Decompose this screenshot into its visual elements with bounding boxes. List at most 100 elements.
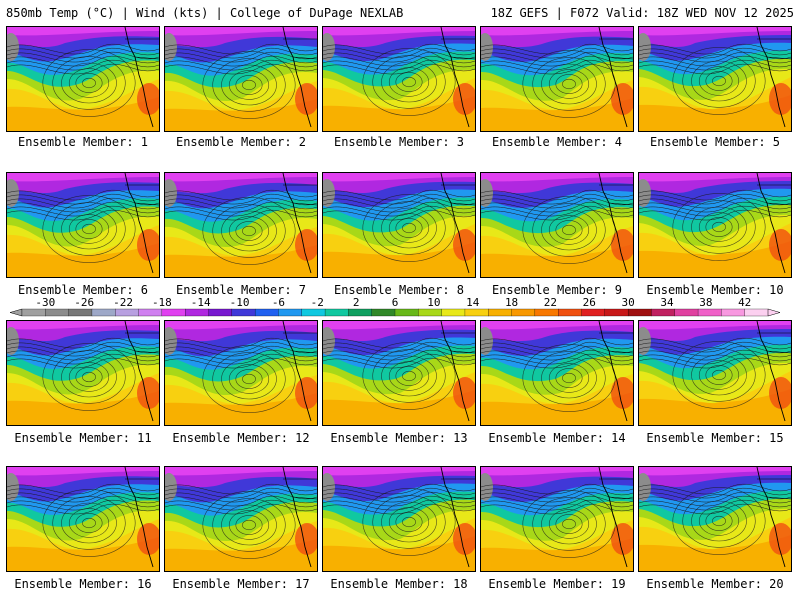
ensemble-panel-8 bbox=[322, 172, 476, 278]
colorbar-swatch bbox=[394, 308, 419, 317]
ensemble-member-label: Ensemble Member: 10 bbox=[646, 283, 784, 297]
ensemble-panel-20 bbox=[638, 466, 792, 572]
colorbar-swatch bbox=[534, 308, 559, 317]
ensemble-member-label: Ensemble Member: 9 bbox=[491, 283, 623, 297]
map-field bbox=[323, 321, 475, 425]
ensemble-panel-2 bbox=[164, 26, 318, 132]
map-field bbox=[481, 321, 633, 425]
colorbar-swatch bbox=[744, 308, 769, 317]
ensemble-member-label: Ensemble Member: 14 bbox=[488, 431, 626, 445]
colorbar-swatch bbox=[45, 308, 69, 317]
ensemble-panel-4 bbox=[480, 26, 634, 132]
ensemble-panel-10 bbox=[638, 172, 792, 278]
colorbar-tick-label: 10 bbox=[427, 296, 440, 309]
ensemble-member-label: Ensemble Member: 19 bbox=[488, 577, 626, 591]
ensemble-panel-17 bbox=[164, 466, 318, 572]
ensemble-member-label: Ensemble Member: 20 bbox=[646, 577, 784, 591]
colorbar-tick-label: -6 bbox=[272, 296, 285, 309]
colorbar-tick-label: -18 bbox=[152, 296, 172, 309]
ensemble-member-label: Ensemble Member: 3 bbox=[333, 135, 465, 149]
ensemble-member-label: Ensemble Member: 13 bbox=[330, 431, 468, 445]
colorbar-swatch bbox=[604, 308, 629, 317]
colorbar-swatch bbox=[418, 308, 442, 317]
colorbar-tick-label: 22 bbox=[544, 296, 557, 309]
map-field bbox=[481, 27, 633, 131]
colorbar-tick-label: -14 bbox=[191, 296, 211, 309]
ensemble-member-label: Ensemble Member: 8 bbox=[333, 283, 465, 297]
map-field bbox=[481, 173, 633, 277]
colorbar-swatch bbox=[91, 308, 116, 317]
temperature-colorbar: -30 -26 -22 -18 -14 -10 -6 -2 2 6 10 14 18 22 26 30 34 38… bbox=[9, 296, 781, 317]
map-field bbox=[323, 27, 475, 131]
colorbar-tick-label: 42 bbox=[738, 296, 751, 309]
ensemble-member-label: Ensemble Member: 2 bbox=[175, 135, 307, 149]
colorbar-swatch bbox=[511, 308, 536, 317]
map-field bbox=[7, 321, 159, 425]
colorbar-swatch bbox=[231, 308, 256, 317]
ensemble-member-label: Ensemble Member: 16 bbox=[14, 577, 152, 591]
map-field bbox=[639, 321, 791, 425]
colorbar-tick-label: -22 bbox=[113, 296, 133, 309]
ensemble-panel-18 bbox=[322, 466, 476, 572]
colorbar-swatch bbox=[208, 308, 233, 317]
colorbar-low-arrow bbox=[9, 308, 23, 317]
ensemble-panel-13 bbox=[322, 320, 476, 426]
map-field bbox=[639, 467, 791, 571]
ensemble-panel-16 bbox=[6, 466, 160, 572]
ensemble-member-label: Ensemble Member: 5 bbox=[649, 135, 781, 149]
ensemble-member-label: Ensemble Member: 7 bbox=[175, 283, 307, 297]
map-field bbox=[165, 467, 317, 571]
colorbar-swatch bbox=[348, 308, 373, 317]
colorbar-swatch bbox=[324, 308, 349, 317]
colorbar-swatch bbox=[138, 308, 163, 317]
colorbar-swatch bbox=[301, 308, 326, 317]
map-field bbox=[7, 467, 159, 571]
ensemble-member-label: Ensemble Member: 1 bbox=[17, 135, 149, 149]
map-field bbox=[165, 27, 317, 131]
colorbar-tick-label: 14 bbox=[466, 296, 480, 309]
ensemble-member-label: Ensemble Member: 12 bbox=[172, 431, 310, 445]
colorbar-high-arrow bbox=[767, 308, 781, 317]
map-field bbox=[639, 173, 791, 277]
ensemble-panel-14 bbox=[480, 320, 634, 426]
ensemble-panel-19 bbox=[480, 466, 634, 572]
ensemble-panel-7 bbox=[164, 172, 318, 278]
ensemble-panel-3 bbox=[322, 26, 476, 132]
map-field bbox=[165, 321, 317, 425]
colorbar-swatch bbox=[115, 308, 139, 317]
valid-time: 18Z GEFS | F072 Valid: 18Z WED NOV 12 20… bbox=[490, 6, 794, 20]
colorbar-swatch bbox=[627, 308, 652, 317]
colorbar-tick-label: 6 bbox=[392, 296, 399, 309]
colorbar-tick-label: 30 bbox=[622, 296, 635, 309]
ensemble-panel-15 bbox=[638, 320, 792, 426]
colorbar-swatch bbox=[254, 308, 279, 317]
colorbar-tick-label: 2 bbox=[353, 296, 360, 309]
map-field bbox=[7, 173, 159, 277]
colorbar-swatch bbox=[68, 308, 93, 317]
ensemble-member-label: Ensemble Member: 15 bbox=[646, 431, 784, 445]
colorbar-tick-label: -2 bbox=[311, 296, 324, 309]
colorbar-swatch bbox=[185, 308, 209, 317]
ensemble-panel-11 bbox=[6, 320, 160, 426]
map-field bbox=[7, 27, 159, 131]
ensemble-member-label: Ensemble Member: 4 bbox=[491, 135, 623, 149]
ensemble-panel-9 bbox=[480, 172, 634, 278]
ensemble-panel-5 bbox=[638, 26, 792, 132]
map-field bbox=[639, 27, 791, 131]
colorbar-swatch bbox=[278, 308, 303, 317]
ensemble-member-label: Ensemble Member: 6 bbox=[17, 283, 149, 297]
colorbar-tick-label: -10 bbox=[230, 296, 250, 309]
colorbar-tick-label: 26 bbox=[583, 296, 596, 309]
colorbar-tick-label: -30 bbox=[35, 296, 55, 309]
colorbar-swatch bbox=[651, 308, 676, 317]
colorbar-tick-label: 34 bbox=[660, 296, 674, 309]
colorbar-swatch bbox=[488, 308, 512, 317]
ensemble-panel-12 bbox=[164, 320, 318, 426]
ensemble-panel-1 bbox=[6, 26, 160, 132]
ensemble-panel-6 bbox=[6, 172, 160, 278]
ensemble-member-label: Ensemble Member: 18 bbox=[330, 577, 468, 591]
ensemble-member-label: Ensemble Member: 17 bbox=[172, 577, 310, 591]
ensemble-member-label: Ensemble Member: 11 bbox=[14, 431, 152, 445]
colorbar-swatch bbox=[558, 308, 582, 317]
map-field bbox=[165, 173, 317, 277]
